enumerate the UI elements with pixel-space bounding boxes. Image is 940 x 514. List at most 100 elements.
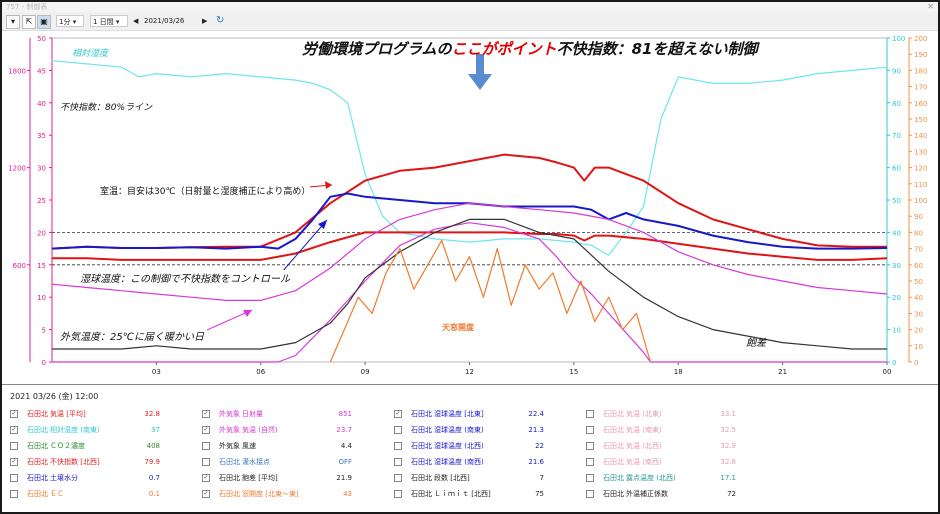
sensor-row: ✓ 外気象 気温 (自然) 23.7 (202, 423, 382, 437)
left-2-tick-label: 1200 (8, 165, 26, 173)
sensor-location: 石田北 (603, 410, 624, 418)
sensor-location: 石田北 (411, 490, 432, 498)
export-icon[interactable]: ⇱ (22, 15, 36, 29)
sensor-checkbox[interactable]: ✓ (202, 426, 210, 434)
sensor-checkbox[interactable] (202, 442, 210, 450)
right-tick-label: 20 (892, 294, 901, 302)
right-tick-label: 90 (892, 67, 901, 75)
room-temp-pointer-head (325, 181, 332, 189)
sensor-checkbox[interactable]: ✓ (10, 458, 18, 466)
sensor-name: 相対湿度 (南東) (50, 426, 100, 434)
sensor-name: 気温 (北西) (626, 442, 662, 450)
sensor-value: 37 (151, 426, 160, 434)
sensor-name: ＣＯ２濃度 (50, 442, 85, 450)
sensor-checkbox[interactable]: ✓ (202, 410, 210, 418)
interval-select[interactable]: 1分 ▾ (56, 15, 84, 27)
sensor-row: 石田北 ＥＣ 0.1 (10, 487, 190, 501)
sensor-checkbox[interactable] (10, 490, 18, 498)
sensor-value: 851 (338, 410, 352, 418)
sensor-checkbox[interactable] (394, 458, 402, 466)
discomfort-line-label: 不快指数：80%ライン (60, 100, 153, 113)
sensor-checkbox[interactable] (586, 426, 594, 434)
sensor-checkbox[interactable] (10, 442, 18, 450)
sensor-name: 湿球温度 (南西) (434, 458, 484, 466)
date-prev-button[interactable]: ◀ (133, 17, 139, 25)
sensor-checkbox[interactable] (586, 474, 594, 482)
sensor-checkbox[interactable]: ✓ (10, 410, 18, 418)
left-tick-label: 45 (37, 67, 46, 75)
right-2-tick-label: 70 (914, 246, 923, 254)
sensor-checkbox[interactable]: ✓ (394, 410, 402, 418)
left-tick-label: 35 (37, 132, 46, 140)
sensor-name: 気温 (自然) (242, 426, 278, 434)
sensor-location: 石田北 (603, 442, 624, 450)
sensor-checkbox[interactable] (394, 442, 402, 450)
sensor-value: 21.3 (528, 426, 544, 434)
sensor-checkbox[interactable]: ✓ (202, 490, 210, 498)
sensor-location: 石田北 (411, 442, 432, 450)
sensor-checkbox[interactable] (586, 490, 594, 498)
sensor-checkbox[interactable]: ✓ (10, 426, 18, 434)
save-icon[interactable]: ▣ (37, 15, 51, 29)
left-tick-label: 0 (42, 359, 46, 367)
sensor-checkbox[interactable] (586, 442, 594, 450)
sensor-checkbox[interactable] (394, 474, 402, 482)
sensor-checkbox[interactable] (202, 458, 210, 466)
info-datetime: 2021 03/26 (金) 12:00 (10, 392, 99, 401)
sensor-checkbox[interactable] (394, 426, 402, 434)
sensor-value: 0.1 (148, 490, 160, 498)
sensor-name: 風速 (242, 442, 256, 450)
sensor-name: 気温 (北東) (626, 410, 662, 418)
sensor-value: 23.7 (336, 426, 352, 434)
sensor-name: 日射量 (242, 410, 263, 418)
left-tick-label: 30 (37, 165, 46, 173)
wetbulb-pointer (281, 219, 328, 273)
span-select[interactable]: 1 日間 ▾ (90, 15, 128, 27)
sensor-row: 石田北 湿球温度 (南東) 21.3 (394, 423, 574, 437)
sensor-checkbox[interactable] (10, 474, 18, 482)
outside-temp-label: 外気温度：25℃に届く暖かい日 (60, 328, 204, 343)
sensor-value: 32.5 (720, 426, 736, 434)
refresh-icon[interactable]: ↻ (216, 15, 225, 26)
sensor-value: 32.8 (720, 458, 736, 466)
series-line-4 (51, 202, 888, 301)
date-next-button[interactable]: ▶ (202, 17, 208, 25)
sensor-value: 22.4 (528, 410, 544, 418)
sensor-location: 外気象 (219, 426, 240, 434)
sensor-value: OFF (338, 458, 352, 466)
date-field[interactable]: 2021/03/26 (144, 17, 185, 25)
sensor-row: 石田北 気温 (南西) 32.8 (586, 455, 766, 469)
sensor-location: 石田北 (411, 474, 432, 482)
right-2-tick-label: 120 (914, 165, 927, 173)
sensor-row: ✓ 石田北 湿球温度 [北東] 22.4 (394, 407, 574, 421)
menu-icon[interactable]: ▾ (6, 15, 20, 29)
room-temp-label: 室温：目安は30℃（日射量と湿度補正により高め） (100, 184, 311, 197)
sensor-checkbox[interactable] (586, 410, 594, 418)
left-tick-label: 5 (42, 327, 46, 335)
sensor-value: 4.4 (340, 442, 352, 450)
left-tick-label: 20 (37, 229, 46, 237)
sensor-row: 石田北 湿球温度 (南西) 21.6 (394, 455, 574, 469)
vent-label: 天窓開度 (442, 323, 474, 332)
right-2-tick-label: 100 (914, 197, 927, 205)
left-tick-label: 40 (37, 100, 46, 108)
sensor-location: 石田北 (27, 442, 48, 450)
chart-headline: 労働環境プログラムのここがポイント不快指数：81を超えない制御 (302, 40, 758, 58)
series-line-6 (52, 218, 887, 350)
sensor-row: 石田北 ＣＯ２濃度 408 (10, 439, 190, 453)
toolbar: ▾ ⇱ ▣ 1分 ▾ 1 日間 ▾ ◀ 2021/03/26 ▶ ↻ (2, 12, 938, 31)
sensor-location: 石田北 (603, 458, 624, 466)
right-tick-label: 60 (892, 165, 901, 173)
sensor-checkbox[interactable] (586, 458, 594, 466)
sensor-row: 石田北 土壌水分 0.7 (10, 471, 190, 485)
sensor-location: 石田北 (411, 458, 432, 466)
right-2-tick-label: 0 (914, 359, 918, 367)
sensor-location: 石田北 (603, 490, 624, 498)
sensor-name: 気温 (南西) (626, 458, 662, 466)
sensor-row: 石田北 段数 [北西] 7 (394, 471, 574, 485)
sensor-checkbox[interactable]: ✓ (202, 474, 210, 482)
sensor-checkbox[interactable] (394, 490, 402, 498)
x-tick-label: 06 (256, 368, 265, 376)
close-icon[interactable]: ✕ (927, 2, 934, 11)
right-2-tick-label: 190 (914, 51, 927, 59)
